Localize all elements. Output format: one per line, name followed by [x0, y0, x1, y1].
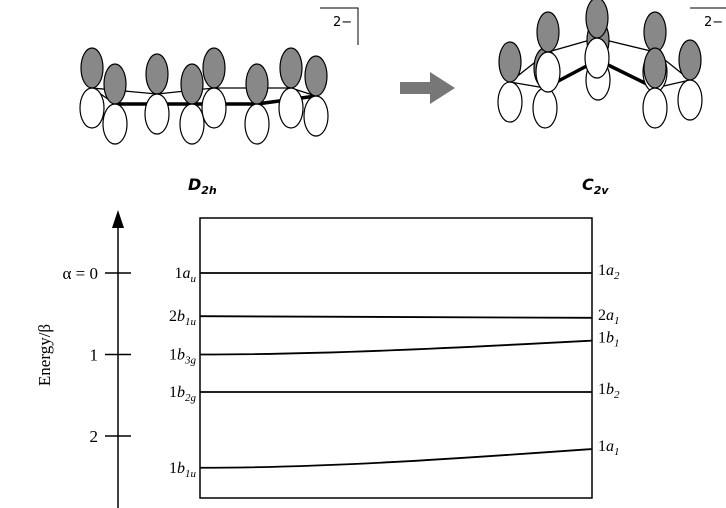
level-num: 1 [598, 330, 606, 347]
diagram-box [200, 218, 592, 498]
level-label: 1b3g [169, 347, 197, 367]
level-label: 1au [175, 265, 197, 285]
level-num: 2 [169, 308, 177, 325]
energy-level [200, 449, 592, 468]
level-sub: 2 [614, 270, 620, 282]
p-lobe-lower [103, 104, 127, 144]
level-sub: 1 [614, 315, 620, 327]
level-num: 1 [175, 265, 183, 282]
level-sym: b [177, 347, 185, 364]
level-num: 1 [169, 460, 177, 477]
p-lobe-upper [280, 48, 302, 88]
level-sym: b [177, 384, 185, 401]
level-sym: a [606, 438, 614, 455]
level-num: 1 [598, 381, 606, 398]
level-num: 1 [169, 384, 177, 401]
p-lobe-lower [536, 52, 560, 92]
p-lobe-upper [146, 54, 168, 94]
molecule-c2v [498, 0, 702, 128]
p-lobe-lower [80, 88, 104, 128]
level-sub: 1 [614, 446, 620, 458]
diagram: 2− 2− D2h C2v Energy/β α = 0121au1a22b1u… [0, 0, 726, 508]
axis-label: Energy/β [35, 324, 54, 386]
p-lobe-lower [180, 104, 204, 144]
charge: 2− [333, 15, 352, 30]
p-lobe-upper [586, 0, 608, 38]
p-lobe-upper [246, 64, 268, 104]
p-lobe-lower [145, 94, 169, 134]
charge: 2− [704, 15, 723, 30]
p-lobe-upper [499, 42, 521, 82]
p-lobe-lower [533, 88, 557, 128]
level-sym: b [606, 330, 614, 347]
level-label: 2a1 [598, 307, 620, 327]
level-label: 2b1u [169, 308, 197, 328]
p-lobe-lower [678, 80, 702, 120]
arrow [400, 72, 455, 104]
level-sym: a [606, 307, 614, 324]
level-label: 1b1 [598, 330, 620, 350]
level-sym: a [606, 262, 614, 279]
p-lobe-upper [203, 48, 225, 88]
p-lobe-upper [679, 40, 701, 80]
level-sub: 3g [184, 355, 197, 367]
level-sub: u [191, 273, 197, 285]
level-label: 1a2 [598, 262, 620, 282]
level-label: 1a1 [598, 438, 620, 458]
p-lobe-lower [279, 88, 303, 128]
p-lobe-upper [81, 48, 103, 88]
p-lobe-lower [304, 96, 328, 136]
p-lobe-lower [585, 38, 609, 78]
energy-level [200, 341, 592, 355]
axis-arrowhead [112, 210, 124, 228]
level-num: 1 [169, 347, 177, 364]
level-num: 1 [598, 438, 606, 455]
tick-label: α = 0 [63, 264, 99, 283]
level-label: 1b1u [169, 460, 197, 480]
level-sub: 1u [185, 468, 197, 480]
tick-label: 2 [90, 427, 99, 446]
p-lobe-lower [202, 88, 226, 128]
level-sym: b [177, 460, 185, 477]
point-group-main: C [582, 175, 594, 194]
p-lobe-lower [643, 88, 667, 128]
p-lobe-upper [104, 64, 126, 104]
point-group-sub: 2h [201, 184, 217, 197]
p-lobe-upper [537, 12, 559, 52]
tick-label: 1 [90, 346, 99, 365]
level-sym: b [177, 308, 185, 325]
level-sym: b [606, 381, 614, 398]
point-group-sub: 2v [594, 184, 610, 197]
molecule-d2h [80, 48, 328, 144]
point-group: C2v [582, 175, 609, 197]
level-num: 1 [598, 262, 606, 279]
point-group-main: D [188, 175, 201, 194]
energy-level [200, 316, 592, 318]
level-sub: 1u [185, 316, 197, 328]
level-sub: 2 [614, 389, 620, 401]
point-group: D2h [188, 175, 217, 197]
p-lobe-upper [644, 48, 666, 88]
p-lobe-lower [245, 104, 269, 144]
p-lobe-upper [305, 56, 327, 96]
level-label: 1b2g [169, 384, 197, 404]
level-sub: 2g [185, 392, 197, 404]
p-lobe-upper [181, 64, 203, 104]
level-label: 1b2 [598, 381, 620, 401]
level-num: 2 [598, 307, 606, 324]
p-lobe-upper [644, 12, 666, 52]
p-lobe-lower [498, 82, 522, 122]
level-sym: a [183, 265, 191, 282]
level-sub: 1 [614, 338, 620, 350]
